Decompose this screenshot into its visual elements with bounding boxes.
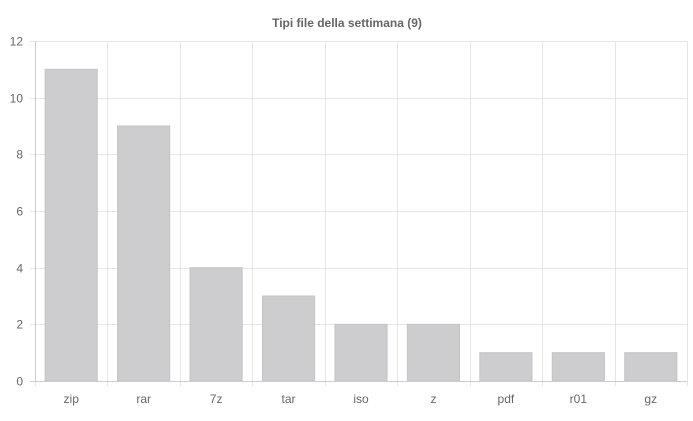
bar-r01[interactable] [551,352,605,382]
x-tick-label: tar [282,392,296,406]
y-tick-label: 12 [10,35,24,49]
bar-7z[interactable] [189,267,243,382]
bar-rar[interactable] [117,125,171,382]
bar-iso[interactable] [334,323,388,382]
y-tick-label: 6 [16,205,23,219]
x-tick-label: gz [644,392,657,406]
y-tick-label: 10 [10,92,24,106]
y-tick-label: 0 [16,375,23,389]
y-axis-ticks: 0 2 4 6 8 10 12 [10,35,24,389]
x-tick-label: pdf [498,392,515,406]
x-tick-label: iso [353,392,369,406]
bars [44,68,678,382]
x-tick-label: z [430,392,436,406]
y-tick-label: 4 [16,262,23,276]
bar-pdf[interactable] [479,352,533,382]
axes [30,41,687,382]
bar-gz[interactable] [624,352,678,382]
x-tick-label: zip [64,392,80,406]
x-tick-label: r01 [570,392,588,406]
bar-z[interactable] [406,323,461,382]
x-tick-label: rar [136,392,151,406]
y-tick-label: 8 [16,148,23,162]
bar-zip[interactable] [44,68,98,382]
gridlines [30,41,688,386]
bar-tar[interactable] [261,295,316,382]
chart-title: Tipi file della settimana (9) [272,16,422,30]
x-tick-label: 7z [210,392,223,406]
x-axis-ticks: zip rar 7z tar iso z pdf r01 gz [64,392,658,406]
y-tick-label: 2 [16,318,23,332]
